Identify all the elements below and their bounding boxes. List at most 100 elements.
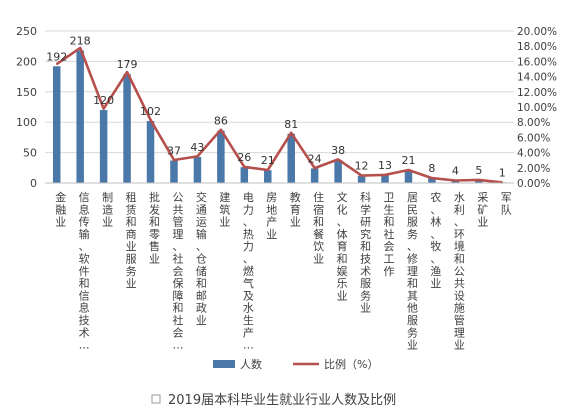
x-tick-label: 电力、热力、燃气及水生产… <box>243 191 254 352</box>
x-tick-label: 文化、体育和娱乐业 <box>337 190 348 302</box>
bar-value-label: 21 <box>401 154 415 167</box>
bar <box>193 156 202 183</box>
y-right-tick-label: 14.00% <box>517 72 557 84</box>
bar-value-label: 13 <box>378 159 392 172</box>
bar-value-label: 43 <box>190 141 204 154</box>
y-right-tick-label: 18.00% <box>517 41 557 53</box>
bar <box>381 175 389 183</box>
y-left-tick-label: 200 <box>16 55 37 68</box>
bar-value-label: 4 <box>452 165 459 178</box>
bar <box>217 130 225 183</box>
bar <box>428 178 436 183</box>
y-right-tick-label: 10.00% <box>517 102 557 114</box>
line-point <box>478 179 480 181</box>
bar-value-label: 86 <box>214 115 228 128</box>
bar <box>240 167 249 183</box>
y-right-tick-label: 16.00% <box>517 56 557 68</box>
title-marker-icon <box>151 394 161 404</box>
bar-value-label: 5 <box>475 164 482 177</box>
line-point <box>266 169 269 171</box>
line-point <box>431 177 433 179</box>
line-point <box>79 47 81 49</box>
x-tick-label: 信息传输、软件和信息技术… <box>79 191 90 352</box>
bar <box>99 110 108 183</box>
bar <box>264 170 272 183</box>
bar <box>52 66 61 183</box>
x-tick-label: 交通运输、仓储和邮政业 <box>196 190 207 327</box>
line-point <box>313 167 316 169</box>
x-tick-label: 教育业 <box>290 191 301 229</box>
y-left-tick-label: 0 <box>30 177 37 190</box>
line-point <box>173 159 175 161</box>
line-point <box>384 174 386 176</box>
line-point <box>126 71 128 73</box>
y-right-tick-label: 20.00% <box>517 26 557 38</box>
x-tick-label: 水利、环境和公共设施管理业 <box>454 191 465 352</box>
bar-value-label: 81 <box>284 118 298 131</box>
y-left-tick-label: 250 <box>16 25 37 38</box>
bar-value-label: 1 <box>499 166 506 179</box>
bar <box>287 133 295 183</box>
x-tick-label: 房地产业 <box>266 191 277 241</box>
legend: 人数 比例（%） <box>213 357 378 371</box>
line-point <box>55 63 58 65</box>
bar <box>76 50 84 184</box>
line-point <box>290 132 293 134</box>
bar-value-label: 102 <box>140 105 161 118</box>
bar <box>475 179 483 183</box>
bar-value-label: 37 <box>167 145 181 158</box>
bar <box>357 175 366 183</box>
bar-value-label: 38 <box>331 144 345 157</box>
line-point <box>220 128 222 131</box>
line-point <box>102 107 105 110</box>
x-tick-label: 科学研究和技术服务业 <box>360 190 371 315</box>
y-right-tick-label: 6.00% <box>517 132 550 144</box>
x-tick-label: 卫生和社会工作 <box>384 191 395 278</box>
y-left-tick-label: 150 <box>16 86 37 99</box>
bar-value-label: 12 <box>355 160 369 173</box>
bar-value-label: 8 <box>428 162 435 175</box>
bar-value-label: 218 <box>70 34 91 47</box>
x-tick-label: 制造业 <box>102 191 113 229</box>
y-right-tick-label: 4.00% <box>517 148 550 160</box>
line-point <box>407 169 410 171</box>
bar <box>334 159 342 183</box>
series-line-ratio <box>55 46 503 184</box>
x-tick-label: 采矿业 <box>477 191 488 229</box>
bar <box>170 160 178 183</box>
x-tick-label: 住宿和餐饮业 <box>313 190 324 266</box>
chart-title: 2019届本科毕业生就业行业人数及比例 <box>168 393 396 408</box>
y-right-tick-label: 8.00% <box>517 117 550 129</box>
x-tick-label: 租赁和商业服务业 <box>126 191 137 290</box>
bar-value-label: 120 <box>93 94 114 107</box>
line-point <box>196 155 199 158</box>
axis-layer: 0 50 100 150 200 250 0.00% 2.00% 4.00% 6.00% 8.00%… <box>16 25 557 352</box>
x-tick-label: 金融业 <box>55 190 66 229</box>
bar <box>123 74 131 183</box>
bar-value-label: 21 <box>261 154 275 167</box>
legend-swatch-bar <box>213 360 235 368</box>
y-left-tick-label: 100 <box>16 116 37 129</box>
x-tick-label: 公共管理、社会保障和社会… <box>172 191 183 352</box>
line-point <box>337 158 339 161</box>
bar-value-label: 24 <box>308 152 322 165</box>
bar <box>146 120 155 183</box>
title-layer: 2019届本科毕业生就业行业人数及比例 <box>151 393 396 408</box>
bar <box>404 170 413 183</box>
y-right-tick-label: 2.00% <box>517 163 550 175</box>
y-left-tick-label: 50 <box>23 147 37 160</box>
line-point <box>243 166 246 168</box>
bar-value-label: 26 <box>237 151 251 164</box>
legend-label-ratio: 比例（%） <box>324 357 378 371</box>
line-point <box>454 179 457 182</box>
bar-value-label: 179 <box>117 58 138 71</box>
line-point <box>360 174 363 177</box>
bar <box>310 168 319 183</box>
y-right-tick-label: 12.00% <box>517 87 557 99</box>
line-point <box>149 119 152 121</box>
x-tick-label: 农、林、牧、渔业 <box>430 190 441 290</box>
x-tick-label: 批发和零售业 <box>149 190 160 266</box>
